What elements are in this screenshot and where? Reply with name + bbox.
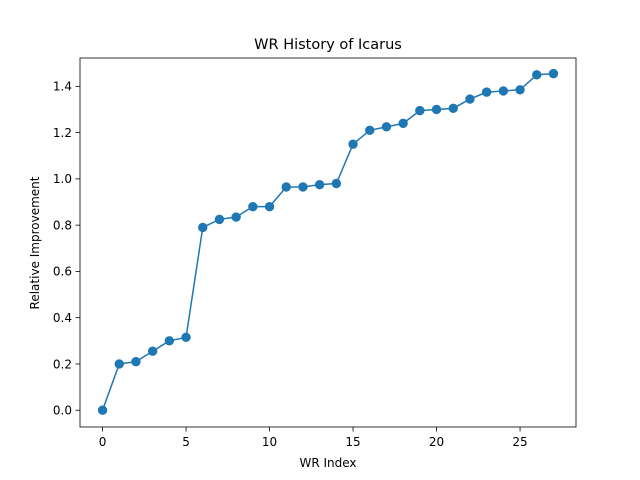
data-point: [164, 336, 175, 346]
series-layer: [97, 68, 559, 415]
data-point: [515, 85, 525, 95]
x-tick-label: 5: [182, 435, 190, 449]
data-point: [314, 179, 325, 190]
data-point: [231, 212, 241, 222]
y-tick-label: 0.4: [53, 311, 72, 325]
plot-area: [80, 58, 576, 427]
y-tick-label: 1.0: [53, 172, 72, 186]
y-tick-label: 0.0: [53, 404, 72, 418]
axes-frame: [79, 57, 577, 428]
data-point: [431, 104, 442, 115]
data-point: [114, 359, 124, 369]
data-point: [131, 356, 141, 367]
y-tick-label: 0.8: [53, 218, 72, 232]
data-point: [181, 332, 191, 343]
data-point: [498, 86, 509, 96]
y-tick-label: 0.2: [53, 357, 72, 371]
data-point: [481, 87, 492, 97]
data-point: [97, 405, 108, 415]
data-point: [398, 118, 408, 129]
data-point: [147, 346, 158, 356]
data-point: [365, 125, 375, 136]
data-point: [448, 103, 458, 114]
x-tick-label: 15: [345, 435, 360, 449]
x-tick-label: 20: [429, 435, 444, 449]
data-point: [331, 178, 342, 189]
data-point: [381, 122, 392, 132]
data-point: [214, 214, 225, 225]
data-point: [348, 139, 358, 149]
data-point: [548, 68, 559, 79]
data-point: [248, 201, 258, 212]
chart-title: WR History of Icarus: [254, 37, 402, 53]
axes-layer: 0 5 10 15 20 25 0.0 0.2 0.4 0.6 0.8 1.0 1.2 1.4: [53, 57, 577, 449]
y-axis-title: Relative Improvement: [28, 176, 42, 309]
x-tick-label: 25: [512, 435, 527, 449]
data-point: [264, 201, 275, 212]
data-point: [198, 222, 208, 233]
y-tick-label: 1.4: [53, 80, 72, 94]
data-point: [281, 182, 291, 192]
y-tick-label: 1.2: [53, 126, 72, 140]
data-point: [465, 94, 475, 104]
x-tick-label: 0: [99, 435, 107, 449]
series-line: [101, 72, 555, 412]
x-axis-title: WR Index: [299, 456, 356, 470]
data-point: [415, 105, 425, 116]
data-point: [298, 182, 308, 192]
plot-layer: [80, 58, 576, 427]
x-tick-label: 10: [262, 435, 277, 449]
data-point: [532, 70, 542, 80]
y-tick-label: 0.6: [53, 265, 72, 279]
